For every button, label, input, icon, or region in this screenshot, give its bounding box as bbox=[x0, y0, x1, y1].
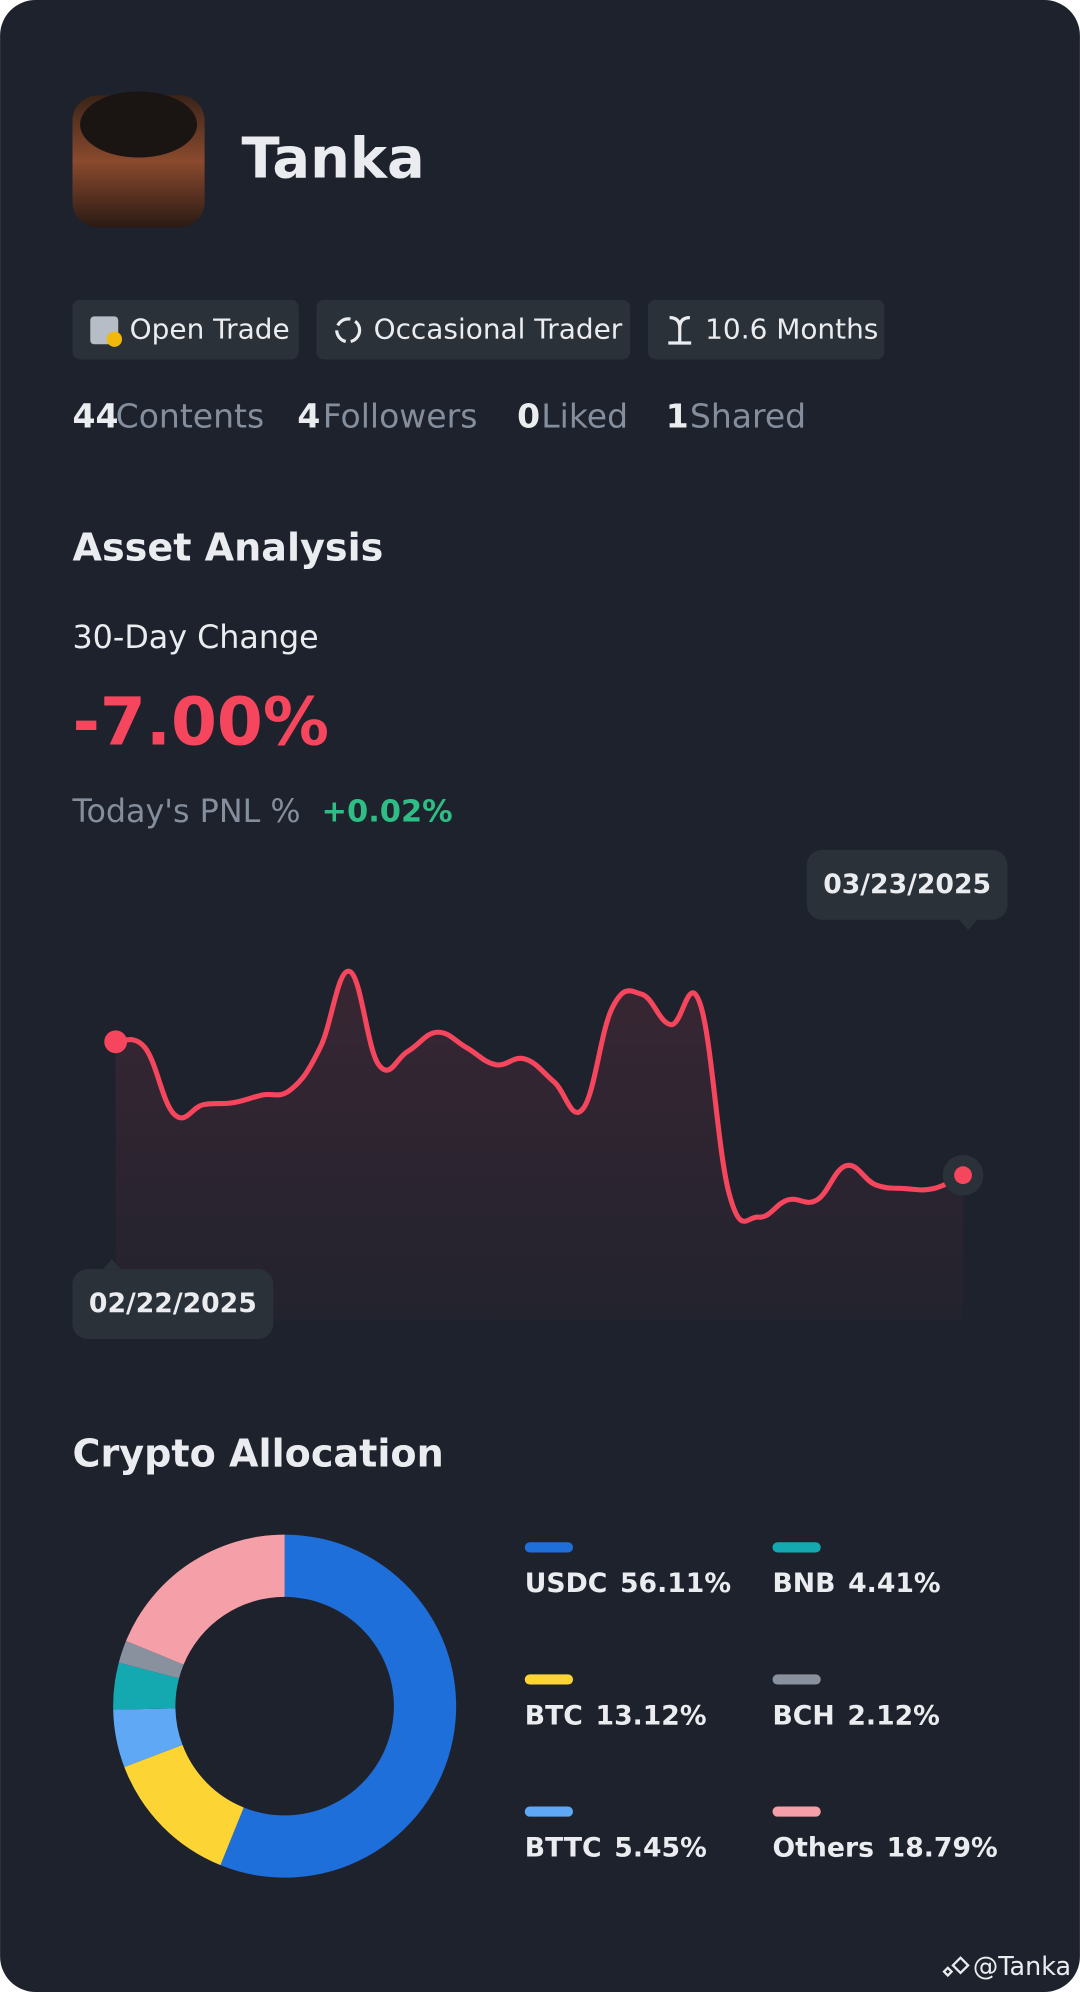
change-label: 30-Day Change bbox=[72, 620, 318, 656]
legend-entry: BNB 4.41% bbox=[772, 1568, 940, 1599]
pnl-value: +0.02% bbox=[321, 795, 452, 830]
legend: USDC 56.11% BTC 13.12% BTTC 5.45% BNB 4.41% BCH 2… bbox=[524, 1542, 998, 1863]
badge-icon bbox=[668, 316, 692, 345]
badge-label: Open Trade bbox=[130, 312, 290, 345]
line bbox=[115, 968, 965, 1224]
stat-value: 44 bbox=[72, 396, 118, 435]
legend-value: 2.12% bbox=[847, 1700, 939, 1731]
start-point bbox=[104, 1030, 128, 1054]
change-value: -7.00% bbox=[72, 684, 329, 761]
legend-value: 13.12% bbox=[596, 1700, 707, 1731]
watermark: @Tanka bbox=[942, 1951, 1071, 1981]
legend-label: USDC bbox=[525, 1568, 608, 1599]
stat-label[interactable]: Followers bbox=[323, 396, 478, 435]
avatar-hat bbox=[80, 91, 197, 158]
legend-value: 4.41% bbox=[848, 1568, 940, 1599]
legend-entry: BCH 2.12% bbox=[772, 1700, 939, 1731]
legend-entry: USDC 56.11% bbox=[525, 1568, 731, 1599]
stat-value: 0 bbox=[517, 396, 540, 435]
pnl-label: Today's PNL % bbox=[71, 794, 300, 830]
legend-swatch bbox=[772, 1674, 821, 1685]
donut-segment bbox=[126, 1534, 285, 1665]
donut-chart bbox=[113, 1534, 457, 1878]
badge-label: Occasional Trader bbox=[374, 312, 623, 345]
donut-segment bbox=[118, 1640, 184, 1679]
profile-name: Tanka bbox=[241, 127, 424, 192]
stat-value: 4 bbox=[297, 396, 320, 435]
stat-label[interactable]: Contents bbox=[116, 396, 265, 435]
legend-swatch bbox=[524, 1674, 574, 1685]
tooltip-box bbox=[72, 1269, 274, 1340]
start-date-label: 02/22/2025 bbox=[89, 1288, 257, 1319]
legend-swatch bbox=[524, 1542, 574, 1553]
stat-label[interactable]: Shared bbox=[690, 396, 806, 435]
badge-icon bbox=[106, 331, 123, 347]
donut-segment bbox=[220, 1534, 457, 1878]
tooltip: 03/23/2025 02/22/2025 bbox=[72, 849, 1008, 1340]
section-title: Asset Analysis bbox=[72, 526, 383, 570]
stat-label[interactable]: Liked bbox=[541, 396, 628, 435]
tooltip-pointer bbox=[102, 1258, 121, 1270]
watermark-text: @Tanka bbox=[973, 1951, 1071, 1981]
donut-segment bbox=[113, 1662, 179, 1710]
legend-swatch bbox=[772, 1806, 821, 1817]
legend-entry: BTC 13.12% bbox=[525, 1700, 707, 1731]
line-chart bbox=[104, 968, 984, 1322]
stat-value: 1 bbox=[666, 396, 689, 435]
badge bbox=[647, 299, 885, 360]
tooltip-box bbox=[806, 849, 1008, 920]
legend-label: BTC bbox=[525, 1700, 583, 1731]
donut-segment bbox=[113, 1708, 183, 1767]
tooltip-pointer bbox=[959, 919, 978, 930]
end-point bbox=[954, 1166, 972, 1185]
legend-label: BNB bbox=[772, 1568, 835, 1599]
legend-swatch bbox=[524, 1806, 574, 1817]
legend-label: BTTC bbox=[525, 1832, 602, 1863]
legend-value: 18.79% bbox=[887, 1832, 998, 1863]
section-title: Crypto Allocation bbox=[72, 1431, 443, 1475]
watermark-icon bbox=[942, 1956, 970, 1978]
area-fill bbox=[115, 971, 964, 1322]
donut-segment bbox=[124, 1744, 244, 1866]
badge-label: 10.6 Months bbox=[705, 312, 878, 345]
legend-value: 5.45% bbox=[614, 1832, 706, 1863]
badges: Open Trade Occasional Trader 10.6 Months bbox=[72, 299, 885, 360]
badge bbox=[72, 299, 299, 360]
legend-label: Others bbox=[772, 1832, 873, 1863]
legend-label: BCH bbox=[772, 1700, 834, 1731]
stats: 44 Contents 4 Followers 0 Liked 1 Shared bbox=[72, 396, 806, 435]
legend-entry: Others 18.79% bbox=[772, 1832, 997, 1863]
badge-icon bbox=[335, 317, 362, 344]
badge bbox=[316, 299, 631, 360]
legend-swatch bbox=[772, 1542, 821, 1553]
legend-value: 56.11% bbox=[620, 1568, 731, 1599]
end-date-label: 03/23/2025 bbox=[823, 869, 991, 900]
legend-entry: BTTC 5.45% bbox=[525, 1832, 707, 1863]
